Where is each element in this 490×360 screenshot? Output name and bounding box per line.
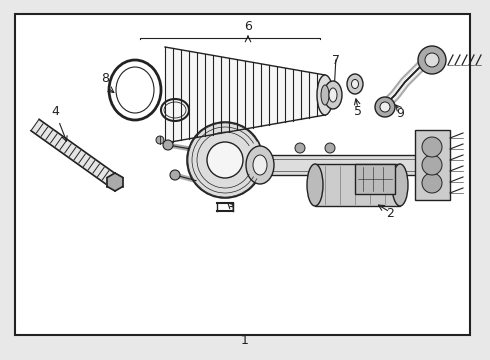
Ellipse shape [329, 88, 337, 102]
Circle shape [187, 122, 263, 198]
Text: 2: 2 [386, 207, 394, 220]
Circle shape [325, 143, 335, 153]
Bar [15, 14, 470, 335]
Ellipse shape [246, 146, 274, 184]
Circle shape [156, 136, 164, 144]
Polygon shape [107, 173, 123, 191]
Circle shape [207, 142, 243, 178]
Bar [355, 164, 395, 194]
Circle shape [418, 46, 446, 74]
Circle shape [380, 102, 390, 112]
Circle shape [163, 140, 173, 150]
Bar [315, 164, 400, 206]
Text: 6: 6 [244, 20, 252, 33]
Ellipse shape [392, 164, 408, 206]
Text: 1: 1 [241, 333, 249, 346]
Circle shape [425, 53, 439, 67]
Circle shape [295, 143, 305, 153]
Bar [415, 130, 450, 200]
Ellipse shape [347, 74, 363, 94]
Circle shape [170, 170, 180, 180]
Circle shape [422, 173, 442, 193]
Ellipse shape [307, 164, 323, 206]
Text: 5: 5 [354, 105, 362, 118]
Ellipse shape [317, 75, 333, 115]
Ellipse shape [351, 80, 359, 89]
Circle shape [375, 97, 395, 117]
Bar [255, 155, 420, 175]
Ellipse shape [321, 85, 329, 105]
Text: 4: 4 [51, 105, 67, 141]
Ellipse shape [253, 155, 267, 175]
Polygon shape [31, 119, 119, 188]
Circle shape [422, 137, 442, 157]
Text: 7: 7 [332, 54, 340, 67]
Text: 9: 9 [396, 107, 404, 120]
Circle shape [422, 155, 442, 175]
Text: 3: 3 [226, 202, 234, 215]
Ellipse shape [324, 81, 342, 109]
Text: 8: 8 [101, 72, 109, 85]
